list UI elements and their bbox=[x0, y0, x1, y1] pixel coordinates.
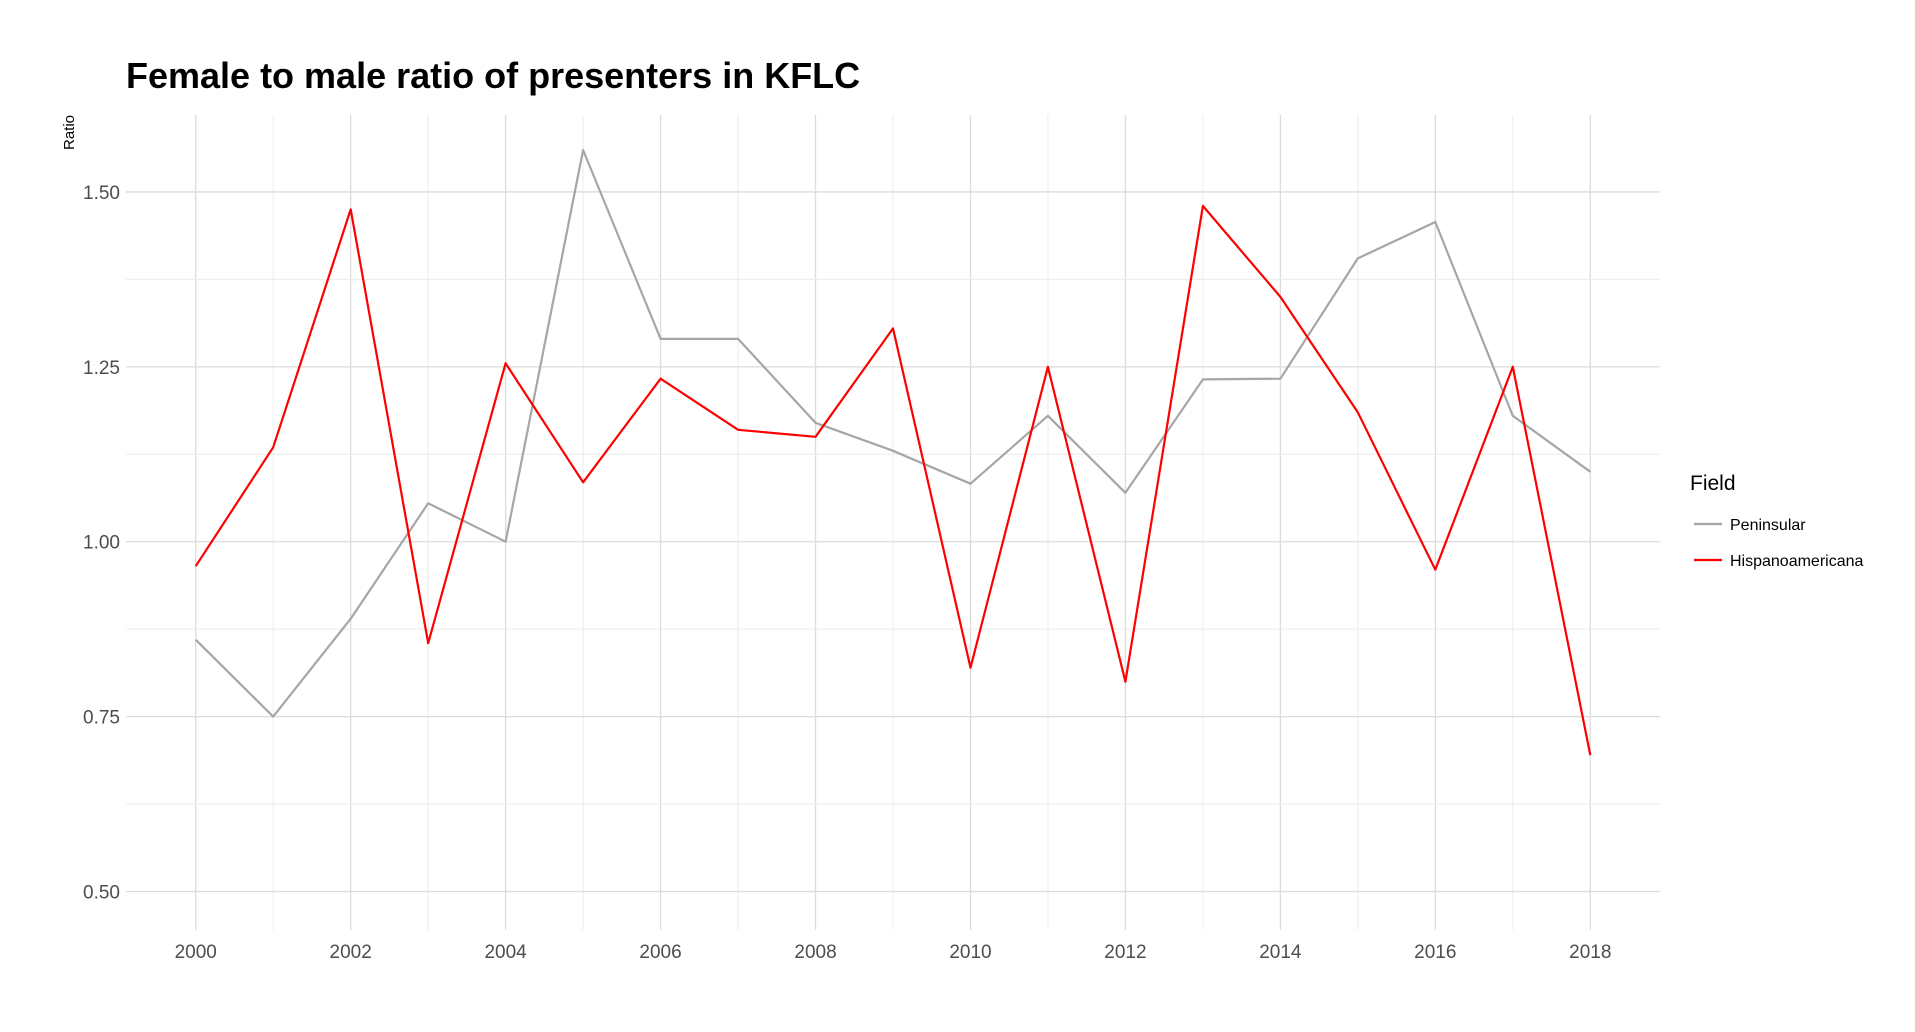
legend-title: Field bbox=[1690, 472, 1736, 495]
x-tick-label: 2016 bbox=[1414, 942, 1456, 963]
x-tick-label: 2002 bbox=[330, 942, 372, 963]
y-tick-label: 0.75 bbox=[83, 708, 120, 729]
x-tick-label: 2004 bbox=[484, 942, 527, 963]
x-axis-ticks: 2000 2002 2004 2006 2008 2010 2012 2014 2016 2018 bbox=[175, 942, 1612, 963]
x-tick-label: 2010 bbox=[949, 942, 991, 963]
series-line-peninsular bbox=[194, 148, 1591, 718]
chart-title: Female to male ratio of presenters in KF… bbox=[126, 55, 860, 96]
legend-items: Peninsular Hispanoamericana bbox=[1694, 517, 1864, 570]
y-tick-label: 1.00 bbox=[83, 533, 120, 554]
legend: Field Peninsular Hispanoamericana bbox=[1690, 472, 1864, 570]
grid bbox=[126, 115, 1660, 930]
y-tick-label: 1.25 bbox=[83, 358, 120, 379]
x-tick-label: 2018 bbox=[1569, 942, 1611, 963]
legend-label: Peninsular bbox=[1730, 517, 1806, 534]
y-axis-label: Ratio bbox=[61, 115, 78, 150]
x-tick-label: 2014 bbox=[1259, 942, 1302, 963]
x-tick-label: 2008 bbox=[794, 942, 836, 963]
x-tick-label: 2012 bbox=[1104, 942, 1146, 963]
y-axis-ticks: 0.50 0.75 1.00 1.25 1.50 bbox=[83, 183, 120, 904]
y-tick-label: 1.50 bbox=[83, 183, 120, 204]
legend-label: Hispanoamericana bbox=[1730, 553, 1864, 570]
y-tick-label: 0.50 bbox=[83, 883, 120, 904]
x-tick-label: 2000 bbox=[175, 942, 217, 963]
x-tick-label: 2006 bbox=[639, 942, 681, 963]
series-line-hispanoamericana bbox=[194, 204, 1592, 756]
series-lines bbox=[194, 148, 1592, 756]
